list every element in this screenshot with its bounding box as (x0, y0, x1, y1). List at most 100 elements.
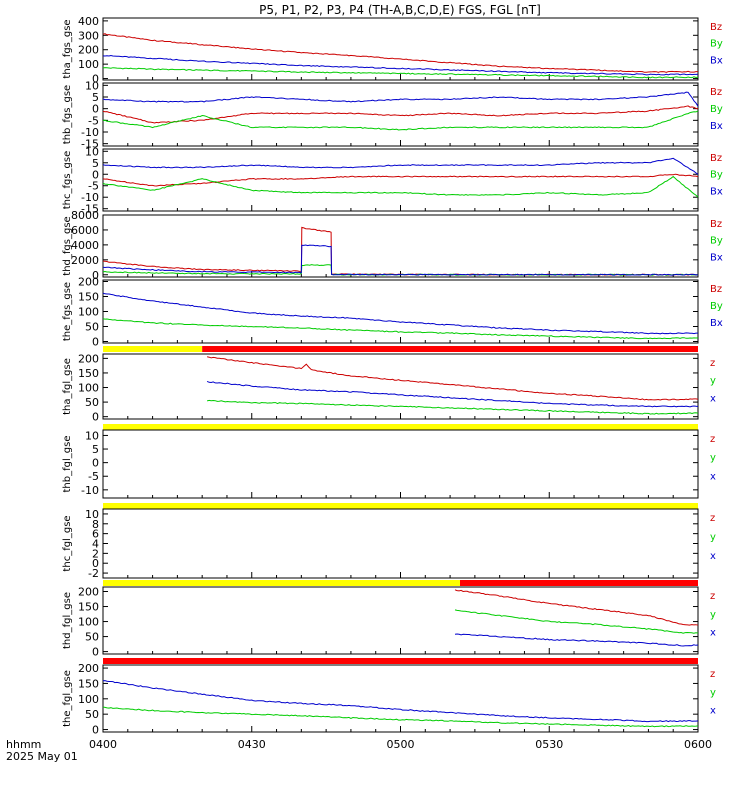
y-tick-label: 200 (78, 44, 99, 57)
figure-title: P5, P1, P2, P3, P4 (TH-A,B,C,D,E) FGS, F… (259, 3, 541, 17)
legend-entry: By (710, 170, 723, 181)
y-tick-label: 10 (85, 508, 99, 521)
y-tick-label: -15 (81, 203, 99, 216)
y-tick-label: 100 (78, 616, 99, 629)
y-tick-label: 0 (92, 269, 99, 282)
series-line-x (206, 380, 699, 408)
series-line-z (207, 356, 699, 401)
legend-entry: z (710, 513, 715, 524)
y-axis-label: thc_fgl_gse (62, 515, 73, 571)
series-line-By (102, 67, 699, 79)
series-line-Bz (102, 173, 699, 187)
legend-entry: Bz (710, 87, 722, 98)
y-tick-label: 8 (92, 518, 99, 531)
legend-entry: z (710, 669, 715, 680)
legend-entry: x (710, 706, 716, 717)
legend-entry: y (710, 609, 716, 620)
series-line-Bz (102, 226, 699, 276)
legend-entry: Bx (710, 186, 723, 197)
y-tick-label: 150 (78, 677, 99, 690)
series-line-y (206, 399, 699, 415)
legend-entry: y (710, 376, 716, 387)
legend-entry: z (710, 358, 715, 369)
y-tick-label: 5 (92, 157, 99, 170)
series-line-Bz (102, 33, 698, 73)
y-tick-label: 200 (78, 662, 99, 675)
legend-entry: By (710, 301, 723, 312)
y-axis-label: thd_fgl_gse (62, 592, 73, 649)
y-tick-label: 0 (92, 73, 99, 86)
series-line-x (454, 633, 699, 647)
y-tick-label: 10 (85, 429, 99, 442)
y-tick-label: 50 (85, 631, 99, 644)
date-label: 2025 May 01 (6, 750, 78, 763)
y-tick-label: 200 (78, 586, 99, 599)
flag-bar-segment (103, 424, 698, 430)
y-tick-label: 0 (92, 457, 99, 470)
series-line-Bx (102, 157, 699, 175)
y-tick-label: 5 (92, 443, 99, 456)
legend-entry: x (710, 471, 716, 482)
plot-frame (102, 429, 699, 499)
series-line-By (102, 175, 699, 198)
y-tick-label: -10 (81, 484, 99, 497)
y-tick-label: 4000 (71, 239, 99, 252)
series-line-By (102, 318, 699, 340)
legend-entry: Bx (710, 121, 723, 132)
y-axis-label: thb_fgs_gse (62, 85, 73, 144)
y-tick-label: 150 (78, 367, 99, 380)
series-line-Bx (102, 244, 699, 276)
y-axis-label: the_fgl_gse (62, 670, 73, 727)
y-tick-label: 50 (85, 396, 99, 409)
legend-entry: x (710, 628, 716, 639)
legend-entry: Bz (710, 219, 722, 230)
y-tick-label: 400 (78, 15, 99, 28)
y-tick-label: 200 (78, 276, 99, 289)
plot-frame (102, 214, 699, 278)
plot-frame (102, 586, 699, 655)
y-axis-label: thb_fgl_gse (62, 436, 73, 493)
y-tick-label: 50 (85, 321, 99, 334)
legend-entry: y (710, 532, 716, 543)
x-tick-label: 0500 (387, 738, 415, 751)
x-tick-label: 0600 (684, 738, 712, 751)
legend-entry: x (710, 393, 716, 404)
series-line-z (454, 589, 699, 626)
panel-the_fgs_gse: 0 50 100 150 200 the_fgs_gse Bz By Bx (62, 276, 723, 349)
flag-bar-segment (460, 580, 698, 586)
series-line-x (102, 680, 699, 723)
series-line-Bz (102, 105, 699, 124)
y-axis-label: thc_fgs_gse (62, 151, 73, 210)
y-tick-label: 4 (92, 538, 99, 551)
y-tick-label: -5 (88, 180, 99, 193)
y-tick-label: 8000 (71, 209, 99, 222)
y-tick-label: -2 (88, 567, 99, 580)
y-tick-label: -10 (81, 191, 99, 204)
y-tick-label: 300 (78, 29, 99, 42)
legend-entry: Bz (710, 22, 722, 33)
plot-frame (102, 82, 699, 147)
legend-entry: z (710, 591, 715, 602)
plot-frame (102, 353, 699, 420)
series-line-y (102, 706, 699, 728)
legend-entry: z (710, 434, 715, 445)
legend-entry: Bx (710, 318, 723, 329)
y-tick-label: 5 (92, 91, 99, 104)
y-tick-label: 100 (78, 306, 99, 319)
y-tick-label: 100 (78, 58, 99, 71)
legend-entry: y (710, 687, 716, 698)
y-tick-label: 0 (92, 336, 99, 349)
flag-bar-segment (103, 658, 698, 664)
flag-bar-segment (103, 346, 203, 352)
y-tick-label: 2000 (71, 254, 99, 267)
y-tick-label: -5 (88, 470, 99, 483)
time-axis-label: hhmm (6, 738, 41, 751)
y-tick-label: 150 (78, 291, 99, 304)
y-tick-label: 10 (85, 79, 99, 92)
